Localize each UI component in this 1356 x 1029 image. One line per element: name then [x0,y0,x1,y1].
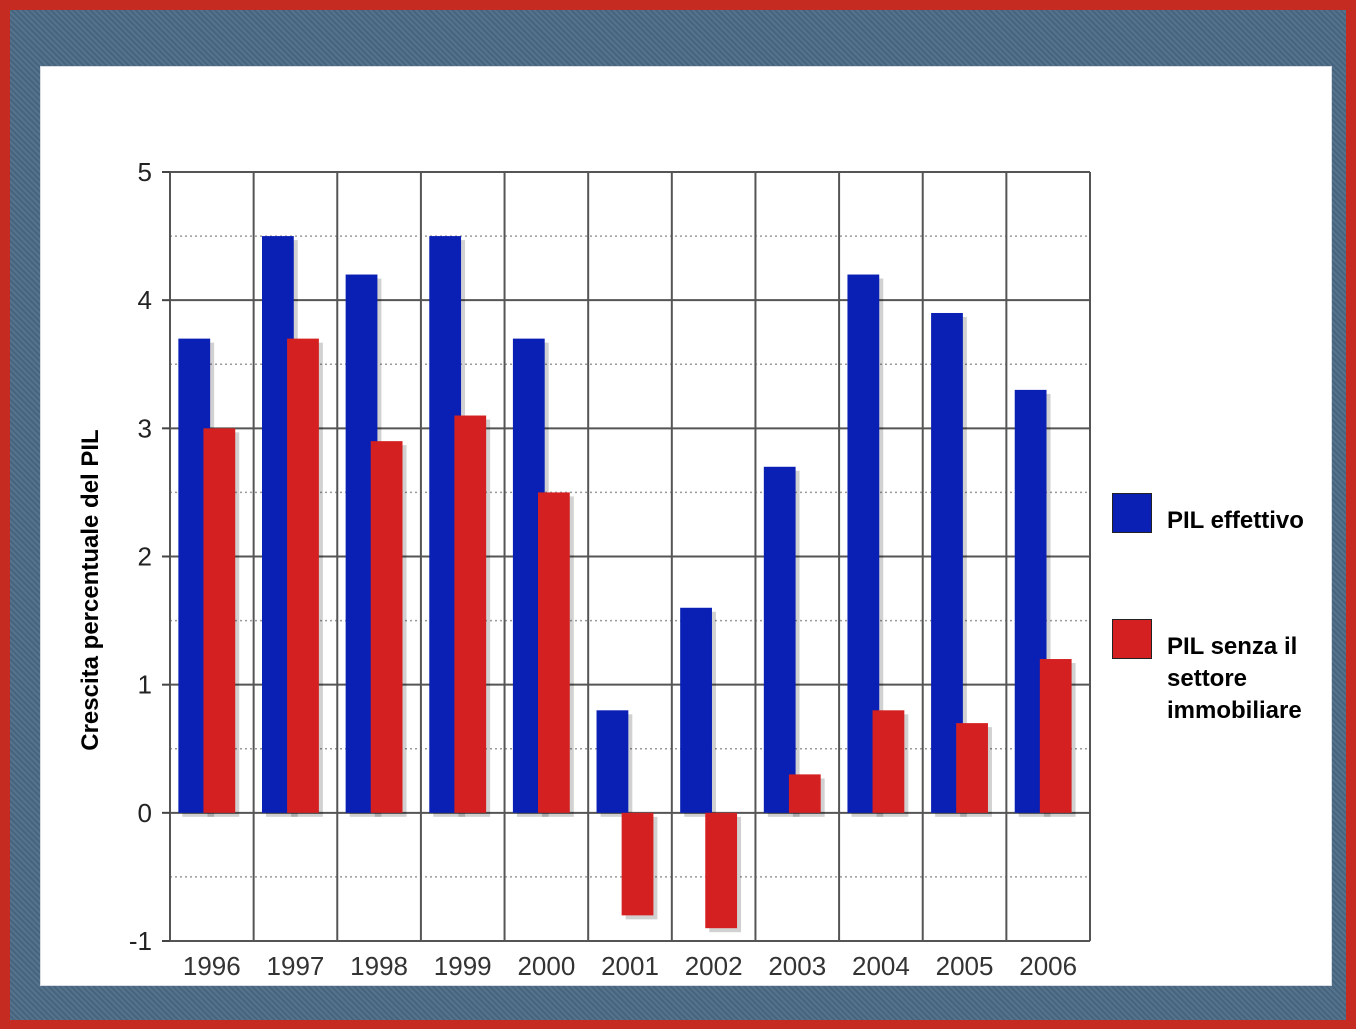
bar-layer [178,236,1076,933]
bar-pil-senza-settore-1999 [454,415,487,813]
x-tick-label: 2004 [852,951,910,981]
bar-pil-senza-settore-2004 [872,710,905,813]
bar-pil-effettivo-2001 [596,710,629,813]
y-axis-title: Crescita percentuale del PIL [77,429,104,750]
x-tick-label: 2002 [685,951,743,981]
bar-pil-effettivo-2002 [680,607,712,813]
y-tick-label: 4 [138,285,152,315]
y-tick-label: 1 [138,670,152,700]
x-tick-label: 2006 [1019,951,1077,981]
bar-pil-senza-settore-1996 [203,428,236,813]
bar-pil-senza-settore-2005 [956,723,988,813]
y-tick-label: 5 [138,157,152,187]
x-tick-label: 2001 [601,951,659,981]
x-tick-label: 2000 [517,951,575,981]
bar-pil-senza-settore-2001 [621,812,654,916]
y-tick-label: -1 [129,926,152,956]
legend: PIL effettivo PIL senza il settore immob… [1112,493,1352,745]
legend-label: PIL senza il settore immobiliare [1167,633,1302,724]
y-tick-label: 3 [138,413,152,443]
legend-swatch-blue [1112,493,1152,533]
bar-pil-senza-settore-2000 [538,492,570,813]
legend-item-pil-effettivo: PIL effettivo [1112,493,1352,534]
x-tick-label: 1996 [183,951,241,981]
x-tick-label: 2005 [936,951,994,981]
x-tick-label: 1997 [267,951,325,981]
bar-pil-senza-settore-2003 [788,774,821,813]
y-tick-label: 2 [138,542,152,572]
x-tick-label: 1998 [350,951,408,981]
legend-item-pil-senza-settore: PIL senza il settore immobiliare [1112,619,1352,724]
legend-label: PIL effettivo [1167,507,1304,534]
x-tick-label: 1999 [434,951,492,981]
bar-pil-effettivo-2003 [763,466,796,813]
y-tick-label: 0 [138,798,152,828]
axis-layer: -1 0 1 2 3 4 5 1996 1997 1998 1999 2000 2001 2002 2003… [129,157,1077,981]
bar-pil-senza-settore-2002 [705,812,738,929]
bar-pil-senza-settore-1998 [370,441,403,813]
legend-swatch-red [1112,619,1152,659]
bar-pil-senza-settore-1997 [287,338,319,813]
bar-pil-senza-settore-2006 [1039,659,1072,813]
x-tick-label: 2003 [768,951,826,981]
